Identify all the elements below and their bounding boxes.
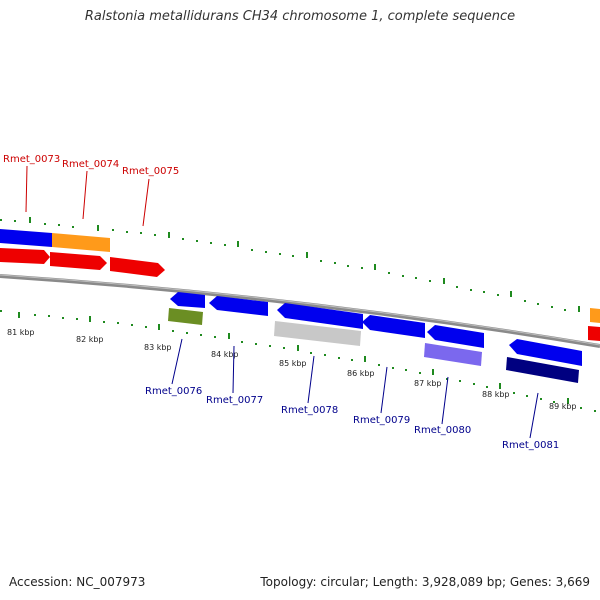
gene-feature[interactable] xyxy=(209,296,268,316)
kbp-label-84: 84 kbp xyxy=(211,350,239,359)
lower-inner-track xyxy=(170,292,582,366)
gene-feature[interactable] xyxy=(506,357,579,383)
gene-feature[interactable] xyxy=(588,326,600,341)
gene-feature[interactable] xyxy=(52,233,110,252)
gene-label[interactable]: Rmet_0079 xyxy=(353,415,410,426)
top-label-leaders xyxy=(25,165,150,227)
bottom-tick-ring xyxy=(0,310,596,412)
gene-feature[interactable] xyxy=(168,308,203,325)
gene-feature[interactable] xyxy=(590,308,600,323)
gene-feature[interactable] xyxy=(427,325,484,348)
gene-label[interactable]: Rmet_0078 xyxy=(281,405,338,416)
bottom-label-leaders xyxy=(171,338,539,439)
kbp-label-88: 88 kbp xyxy=(482,390,510,399)
gene-label[interactable]: Rmet_0080 xyxy=(414,425,471,436)
kbp-label-81: 81 kbp xyxy=(7,328,35,337)
gene-label[interactable]: Rmet_0073 xyxy=(3,154,60,165)
gene-feature[interactable] xyxy=(50,252,107,270)
gene-feature[interactable] xyxy=(110,257,165,277)
gene-feature[interactable] xyxy=(362,315,425,338)
upper-inner-track xyxy=(0,248,600,341)
bottom-gene-labels: Rmet_0076 Rmet_0077 Rmet_0078 Rmet_0079 … xyxy=(145,386,559,451)
kbp-label-85: 85 kbp xyxy=(279,359,307,368)
kbp-label-83: 83 kbp xyxy=(144,343,172,352)
gene-label[interactable]: Rmet_0077 xyxy=(206,395,263,406)
gene-label[interactable]: Rmet_0075 xyxy=(122,166,179,177)
accession-footer: Accession: NC_007973 xyxy=(9,575,146,589)
kbp-labels: 81 kbp 82 kbp 83 kbp 84 kbp 85 kbp 86 kb… xyxy=(7,328,577,411)
gene-label[interactable]: Rmet_0074 xyxy=(62,159,119,170)
gene-feature[interactable] xyxy=(170,292,205,308)
gene-label[interactable]: Rmet_0081 xyxy=(502,440,559,451)
gene-label[interactable]: Rmet_0076 xyxy=(145,386,202,397)
top-gene-labels: Rmet_0073 Rmet_0074 Rmet_0075 xyxy=(3,154,179,177)
lower-outer-track xyxy=(168,308,579,383)
upper-outer-track xyxy=(0,229,600,323)
gene-feature[interactable] xyxy=(274,321,361,346)
map-title: Ralstonia metallidurans CH34 chromosome … xyxy=(84,9,516,24)
chromosome-backbone-highlight xyxy=(0,274,600,346)
gene-feature[interactable] xyxy=(424,343,482,366)
top-tick-ring xyxy=(0,217,594,317)
kbp-label-87: 87 kbp xyxy=(414,379,442,388)
kbp-label-89: 89 kbp xyxy=(549,402,577,411)
kbp-label-82: 82 kbp xyxy=(76,335,104,344)
gene-feature[interactable] xyxy=(0,248,50,264)
gene-feature[interactable] xyxy=(509,339,582,366)
chromosome-backbone xyxy=(0,274,600,348)
gene-feature[interactable] xyxy=(0,229,52,247)
topology-footer: Topology: circular; Length: 3,928,089 bp… xyxy=(260,575,590,589)
gene-feature[interactable] xyxy=(277,303,363,329)
kbp-label-86: 86 kbp xyxy=(347,369,375,378)
